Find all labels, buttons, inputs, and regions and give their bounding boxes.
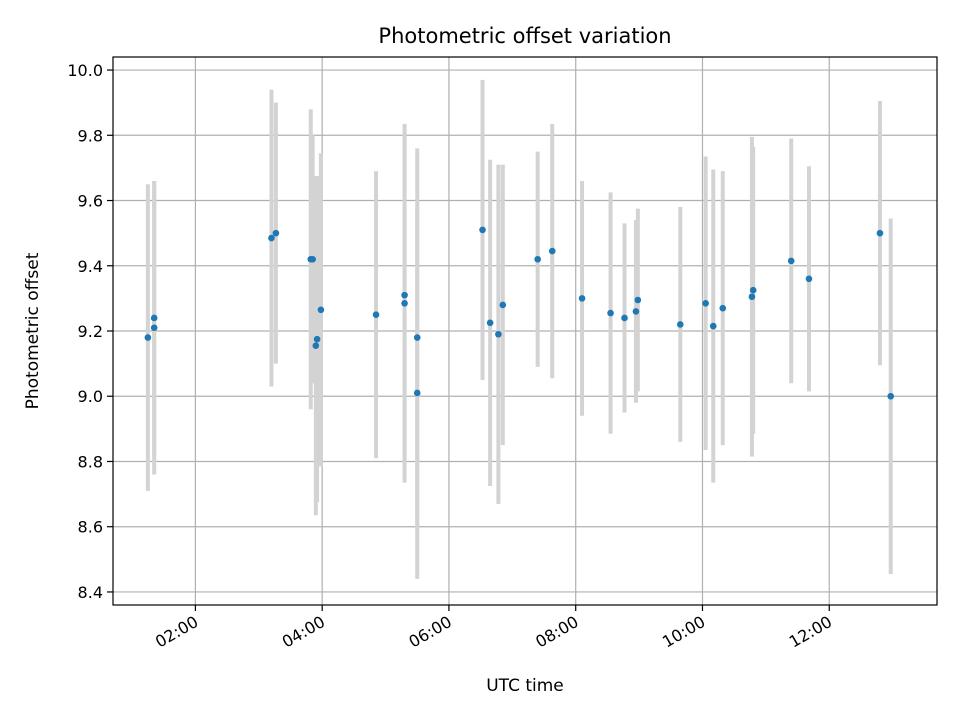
data-point <box>749 286 757 294</box>
data-point <box>413 334 421 341</box>
data-point <box>621 314 628 322</box>
data-point <box>748 293 756 301</box>
data-point <box>709 322 717 330</box>
y-tick-label: 9.2 <box>78 322 103 341</box>
y-axis-label: Photometric offset <box>23 252 43 409</box>
y-tick-label: 9.8 <box>78 126 103 145</box>
y-tick-label: 9.0 <box>78 387 103 406</box>
data-point <box>309 255 316 263</box>
y-axis-ticks: 8.4 8.6 8.8 9.0 9.2 9.4 9.6 9.8 10.0 <box>67 61 113 602</box>
data-point <box>634 296 642 304</box>
data-point <box>268 234 275 242</box>
data-point <box>495 330 502 338</box>
data-point <box>702 299 709 307</box>
data-point <box>876 229 884 237</box>
chart-title: Photometric offset variation <box>378 24 671 48</box>
grid <box>113 57 937 605</box>
data-point <box>272 229 280 237</box>
data-point <box>607 309 614 317</box>
data-point <box>887 392 895 400</box>
data-point <box>313 335 321 343</box>
y-tick-label: 8.8 <box>78 452 103 471</box>
y-tick-label: 8.4 <box>78 583 103 602</box>
data-point <box>805 275 813 283</box>
data-point <box>479 226 486 234</box>
y-tick-label: 8.6 <box>78 518 103 537</box>
x-axis-label: UTC time <box>486 676 564 696</box>
data-point <box>632 308 640 315</box>
data-point <box>144 334 152 341</box>
data-point <box>372 311 380 318</box>
data-point <box>787 257 795 265</box>
data-point <box>401 291 408 299</box>
data-point <box>676 321 684 328</box>
data-point <box>413 389 421 397</box>
data-point <box>719 304 727 312</box>
data-point <box>312 342 320 349</box>
data-point <box>534 255 541 263</box>
data-point <box>150 314 158 322</box>
data-point <box>401 299 408 307</box>
y-tick-label: 9.6 <box>78 192 103 211</box>
y-tick-label: 9.4 <box>78 257 103 276</box>
data-point <box>317 306 325 314</box>
data-point <box>486 319 494 327</box>
data-point <box>578 295 586 302</box>
data-point <box>150 324 158 332</box>
data-point <box>548 247 556 255</box>
data-points <box>144 226 895 400</box>
y-tick-label: 10.0 <box>67 61 103 80</box>
data-point <box>499 301 507 309</box>
